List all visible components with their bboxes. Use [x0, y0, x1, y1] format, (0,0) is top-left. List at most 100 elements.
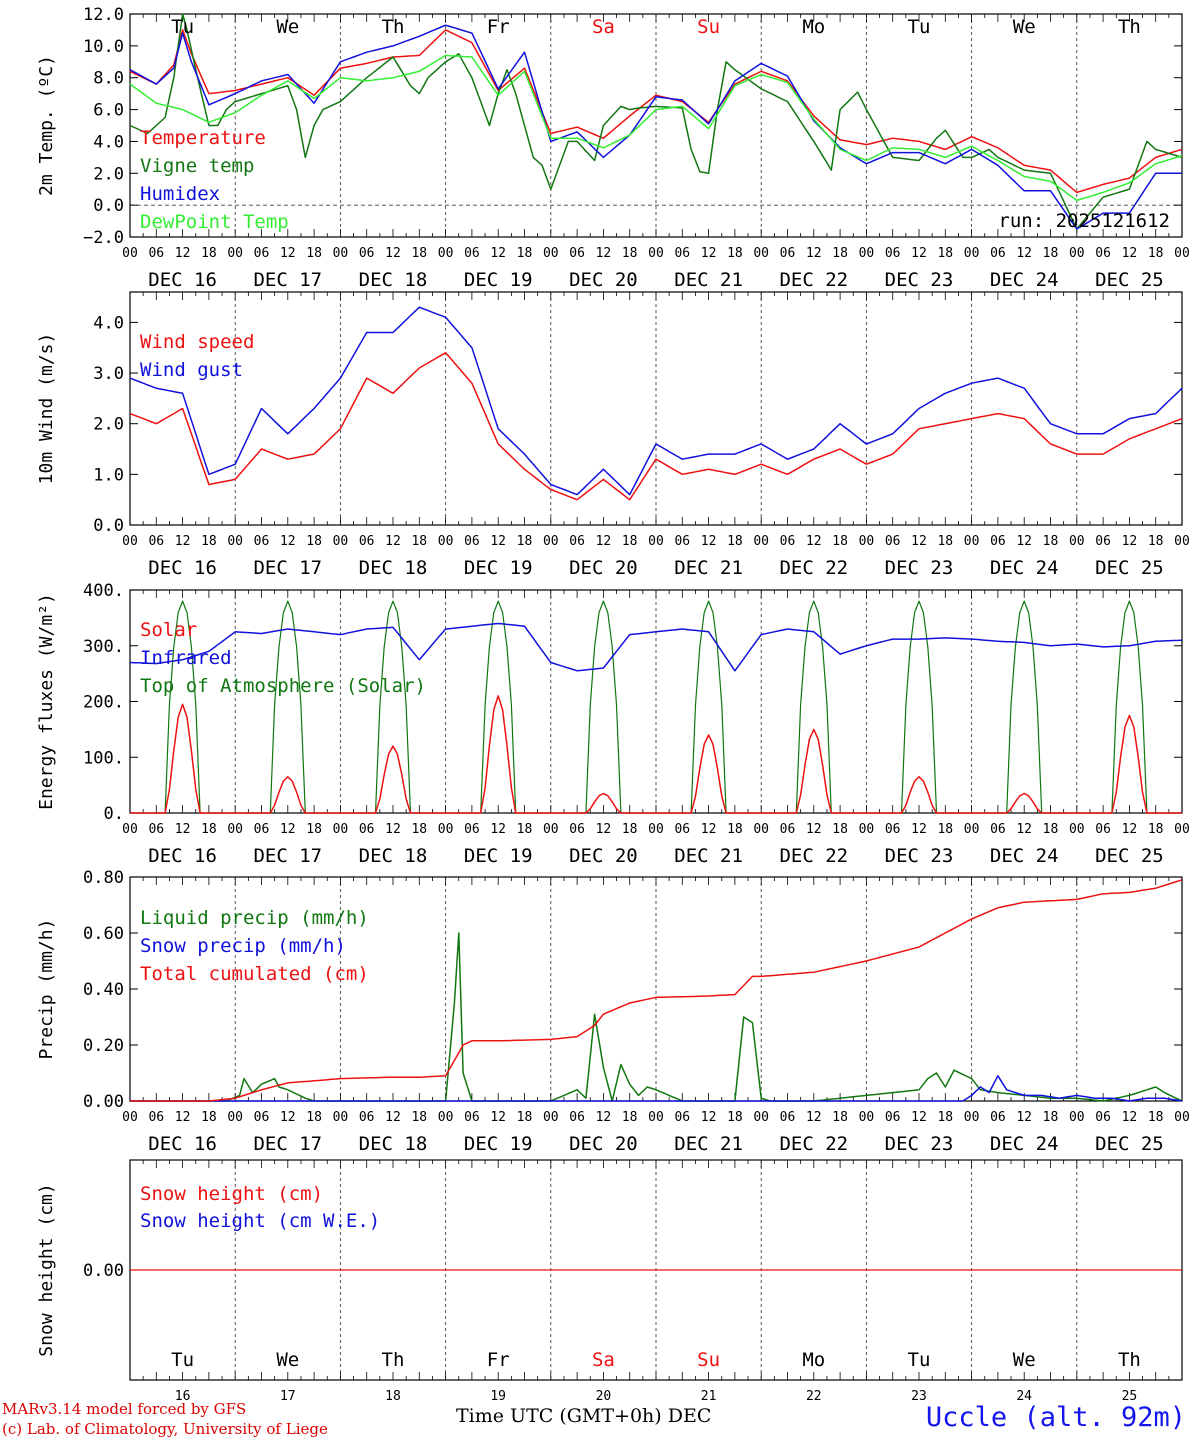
day-number-label: 22	[806, 1389, 822, 1404]
hour-label: 06	[780, 534, 796, 549]
hour-label: 18	[1148, 822, 1164, 837]
hour-label: 12	[280, 1110, 296, 1125]
hour-label: 18	[727, 534, 743, 549]
date-label: DEC 24	[990, 557, 1059, 579]
hour-label: 18	[1148, 534, 1164, 549]
date-label: DEC 17	[253, 845, 322, 867]
hour-label: 06	[990, 1110, 1006, 1125]
day-number-label: 20	[596, 1389, 612, 1404]
y-axis-label: Precip (mm/h)	[36, 919, 57, 1060]
model-credit: MARv3.14 model forced by GFS	[2, 1400, 247, 1418]
hour-label: 00	[1069, 822, 1085, 837]
station-name: Uccle (alt. 92m)	[925, 1402, 1186, 1433]
hour-label: 00	[1174, 1110, 1190, 1125]
hour-label: 18	[1148, 246, 1164, 261]
hour-label: 12	[596, 822, 612, 837]
panel-frame-energy	[129, 589, 1183, 814]
hour-label: 12	[701, 1110, 717, 1125]
hour-label: 00	[227, 246, 243, 261]
legend-entry: Liquid precip (mm/h)	[140, 907, 369, 929]
weekday-label: Sa	[592, 16, 615, 38]
hour-label: 12	[280, 534, 296, 549]
hour-label: 06	[780, 822, 796, 837]
hour-label: 12	[596, 534, 612, 549]
hour-label: 00	[964, 1110, 980, 1125]
hour-label: 06	[1095, 534, 1111, 549]
date-label: DEC 23	[885, 1133, 954, 1155]
hour-label: 06	[254, 246, 270, 261]
day-number-label: 21	[701, 1389, 717, 1404]
y-tick-label: 4.0	[93, 313, 124, 333]
hour-label: 06	[148, 822, 164, 837]
date-label: DEC 24	[990, 1133, 1059, 1155]
hour-label: 12	[596, 1110, 612, 1125]
panel-frame-temp	[129, 13, 1183, 238]
day-number-label: 18	[385, 1389, 401, 1404]
hour-label: 18	[411, 1110, 427, 1125]
hour-label: 18	[1043, 822, 1059, 837]
hour-label: 00	[1174, 534, 1190, 549]
date-label: DEC 21	[674, 269, 743, 291]
hour-label: 00	[859, 1110, 875, 1125]
hour-label: 18	[306, 534, 322, 549]
series-wind-speed	[129, 352, 1183, 501]
hour-label: 18	[1043, 534, 1059, 549]
hour-label: 12	[701, 246, 717, 261]
y-tick-label: 0.	[104, 804, 124, 824]
weekday-label: Th	[1118, 16, 1141, 38]
hour-label: 00	[1069, 246, 1085, 261]
hour-label: 06	[990, 246, 1006, 261]
hour-label: 18	[201, 1110, 217, 1125]
date-label: DEC 16	[148, 845, 217, 867]
hour-label: 06	[569, 1110, 585, 1125]
date-label: DEC 16	[148, 1133, 217, 1155]
weekday-label: Th	[1118, 1349, 1141, 1371]
hour-label: 12	[1122, 534, 1138, 549]
date-label: DEC 19	[464, 269, 533, 291]
date-label: DEC 20	[569, 557, 638, 579]
y-tick-label: −2.0	[83, 228, 124, 248]
hour-label: 00	[333, 246, 349, 261]
hour-label: 18	[201, 822, 217, 837]
hour-label: 06	[674, 822, 690, 837]
hour-label: 18	[622, 246, 638, 261]
hour-label: 12	[280, 822, 296, 837]
hour-label: 06	[569, 822, 585, 837]
hour-label: 06	[990, 534, 1006, 549]
hour-label: 12	[1122, 246, 1138, 261]
hour-label: 12	[175, 246, 191, 261]
y-tick-label: 4.0	[93, 132, 124, 152]
hour-label: 00	[122, 822, 138, 837]
day-number-label: 24	[1016, 1389, 1032, 1404]
legend-entry: Wind speed	[140, 331, 254, 353]
weekday-label: Sa	[592, 1349, 615, 1371]
hour-label: 12	[1016, 1110, 1032, 1125]
hour-label: 18	[727, 822, 743, 837]
legend-entry: Snow precip (mm/h)	[140, 935, 346, 957]
day-number-label: 16	[175, 1389, 191, 1404]
y-tick-label: 0.00	[83, 1261, 124, 1281]
y-tick-label: 8.0	[93, 69, 124, 89]
hour-label: 18	[201, 246, 217, 261]
hour-label: 12	[175, 1110, 191, 1125]
series-liquid-precip-mm-h-	[130, 932, 1183, 1102]
hour-label: 06	[254, 822, 270, 837]
y-tick-label: 100.	[83, 748, 124, 768]
hour-label: 18	[937, 534, 953, 549]
hour-label: 00	[227, 534, 243, 549]
hour-label: 06	[148, 246, 164, 261]
date-label: DEC 16	[148, 557, 217, 579]
hour-label: 00	[438, 246, 454, 261]
hour-label: 00	[122, 1110, 138, 1125]
date-label: DEC 21	[674, 557, 743, 579]
hour-label: 00	[859, 534, 875, 549]
date-label: DEC 18	[359, 557, 428, 579]
hour-label: 00	[227, 1110, 243, 1125]
y-tick-label: 0.00	[83, 1092, 124, 1112]
day-number-label: 17	[280, 1389, 296, 1404]
y-tick-label: 10.0	[83, 37, 124, 57]
date-label: DEC 17	[253, 557, 322, 579]
date-label: DEC 19	[464, 845, 533, 867]
lab-credit: (c) Lab. of Climatology, University of L…	[2, 1420, 328, 1438]
date-label: DEC 23	[885, 269, 954, 291]
